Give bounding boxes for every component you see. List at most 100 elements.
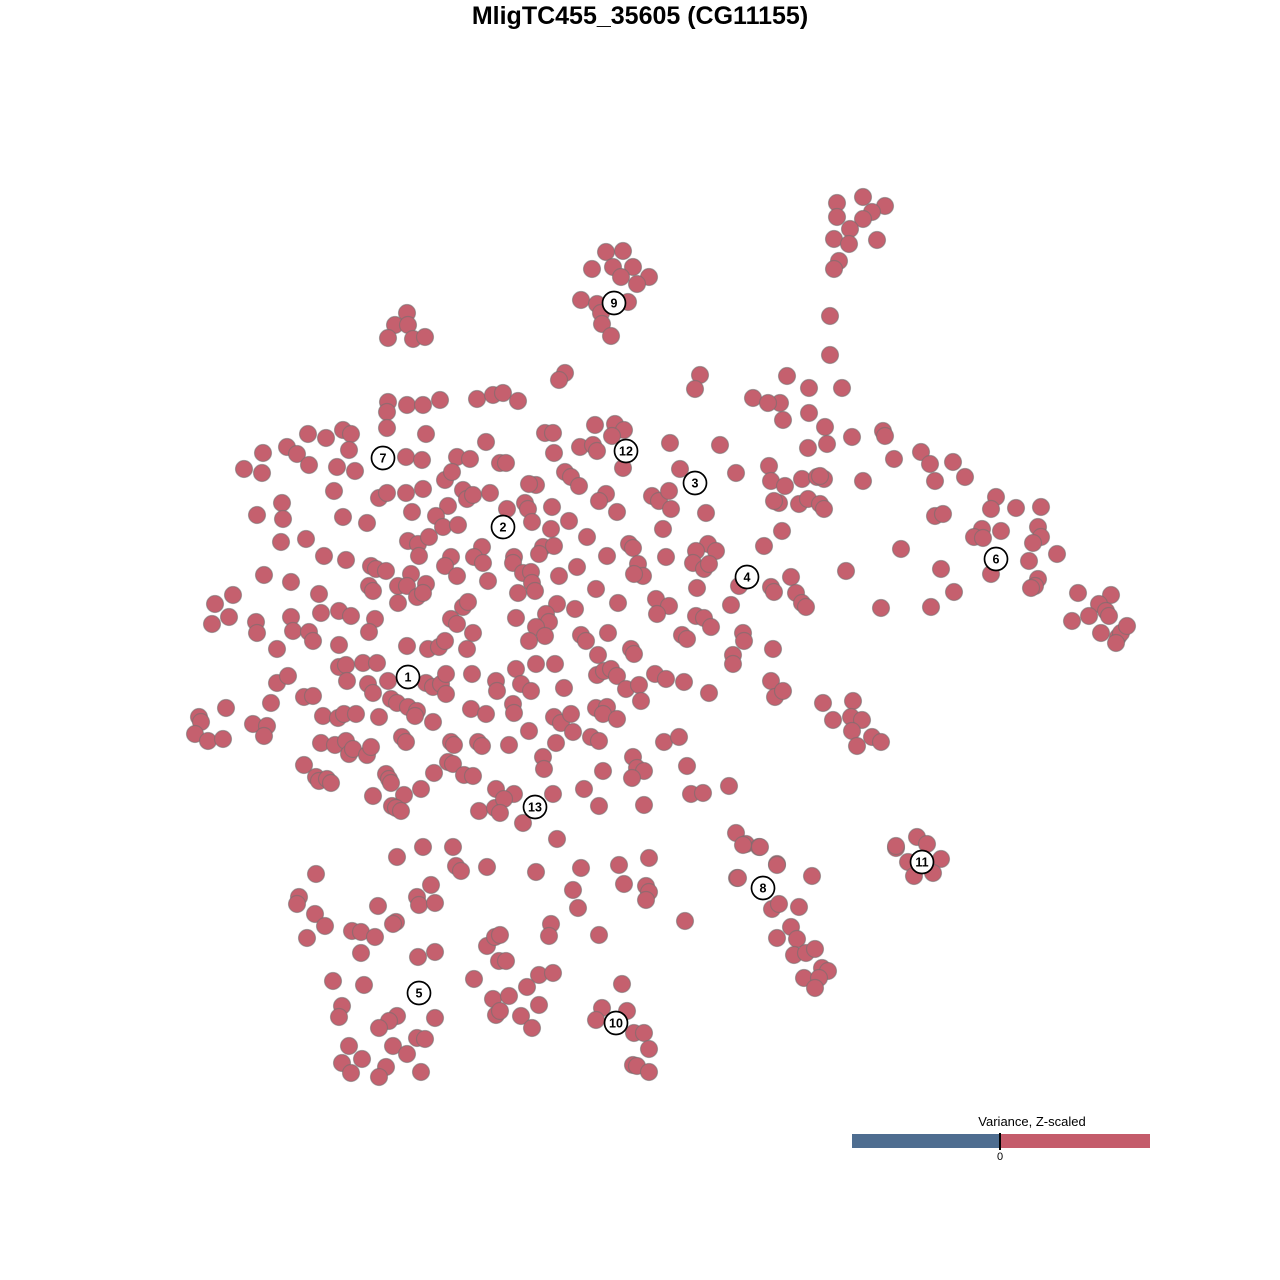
data-point <box>781 567 801 587</box>
data-point <box>656 669 676 689</box>
data-point <box>574 779 594 799</box>
legend-zero-label: 0 <box>996 1151 1004 1163</box>
data-point <box>444 735 464 755</box>
data-point <box>728 868 748 888</box>
data-point <box>602 426 622 446</box>
data-point <box>543 963 563 983</box>
data-point <box>789 897 809 917</box>
data-point <box>767 855 787 875</box>
data-point <box>299 455 319 475</box>
data-point <box>346 704 366 724</box>
data-point <box>462 664 482 684</box>
data-point <box>490 925 510 945</box>
data-point <box>219 607 239 627</box>
data-point <box>247 505 267 525</box>
data-point <box>814 499 834 519</box>
data-point <box>252 463 272 483</box>
legend-title: Variance, Z-scaled <box>978 1114 1086 1129</box>
data-point <box>457 639 477 659</box>
data-point <box>460 449 480 469</box>
data-point <box>442 462 462 482</box>
data-point <box>458 592 478 612</box>
data-point <box>853 471 873 491</box>
data-point <box>623 257 643 277</box>
data-point <box>309 584 329 604</box>
data-point <box>547 829 567 849</box>
cluster-label-3: 3 <box>682 470 708 496</box>
data-point <box>1031 497 1051 517</box>
data-point <box>931 559 951 579</box>
data-point <box>409 895 429 915</box>
data-point <box>397 1044 417 1064</box>
data-point <box>875 426 895 446</box>
data-point <box>480 483 500 503</box>
data-point <box>933 504 953 524</box>
data-point <box>297 928 317 948</box>
data-point <box>324 481 344 501</box>
data-point <box>843 691 863 711</box>
cluster-label-11: 11 <box>909 849 935 875</box>
legend-bar-negative <box>852 1134 1000 1148</box>
data-point <box>273 509 293 529</box>
data-point <box>544 536 564 556</box>
data-point <box>198 731 218 751</box>
data-point <box>519 721 539 741</box>
data-point <box>820 306 840 326</box>
data-point <box>802 866 822 886</box>
data-point <box>351 943 371 963</box>
data-point <box>463 485 483 505</box>
data-point <box>624 644 644 664</box>
data-point <box>267 639 287 659</box>
data-point <box>443 837 463 857</box>
data-point <box>415 327 435 347</box>
svg-text:10: 10 <box>609 1017 623 1031</box>
data-point <box>357 513 377 533</box>
data-point <box>388 593 408 613</box>
data-point <box>1021 578 1041 598</box>
data-point <box>272 493 292 513</box>
data-point <box>582 259 602 279</box>
data-point <box>799 403 819 423</box>
svg-text:3: 3 <box>692 477 699 491</box>
data-point <box>463 766 483 786</box>
data-point <box>339 1036 359 1056</box>
cluster-label-4: 4 <box>734 564 760 590</box>
data-point <box>354 975 374 995</box>
data-point <box>377 402 397 422</box>
data-point <box>419 527 439 547</box>
data-point <box>767 928 787 948</box>
data-point <box>506 608 526 628</box>
data-point <box>425 942 445 962</box>
data-point <box>639 1039 659 1059</box>
data-point <box>298 424 318 444</box>
data-point <box>387 847 407 867</box>
svg-text:8: 8 <box>760 882 767 896</box>
data-point <box>853 209 873 229</box>
data-point <box>368 896 388 916</box>
data-point <box>448 515 468 535</box>
data-point <box>409 546 429 566</box>
cluster-label-1: 1 <box>395 664 421 690</box>
data-point <box>522 512 542 532</box>
data-point <box>1106 633 1126 653</box>
data-point <box>476 704 496 724</box>
data-point <box>920 454 940 474</box>
data-point <box>436 664 456 684</box>
data-point <box>661 499 681 519</box>
data-point <box>607 666 627 686</box>
data-point <box>543 784 563 804</box>
data-point <box>363 786 383 806</box>
data-point <box>314 546 334 566</box>
data-point <box>529 544 549 564</box>
data-point <box>234 459 254 479</box>
data-point <box>607 502 627 522</box>
data-point <box>577 527 597 547</box>
data-point <box>607 709 627 729</box>
data-point <box>435 556 455 576</box>
data-point <box>223 585 243 605</box>
data-point <box>597 546 617 566</box>
data-point <box>541 519 561 539</box>
data-point <box>464 969 484 989</box>
data-point <box>341 424 361 444</box>
cluster-label-7: 7 <box>370 445 396 471</box>
